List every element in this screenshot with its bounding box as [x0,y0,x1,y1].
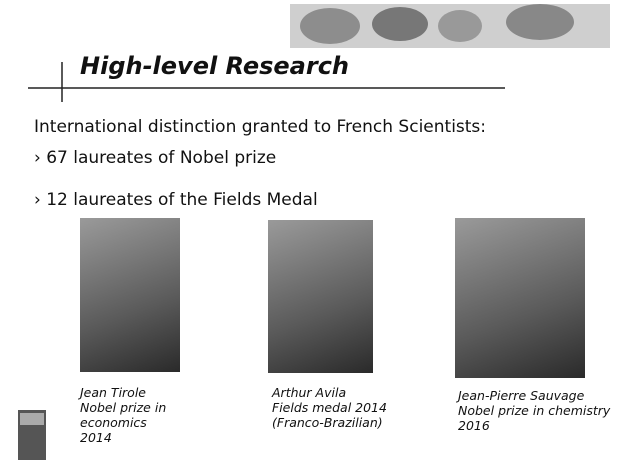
caption-line: Nobel prize in [80,400,166,415]
caption-line: Jean Tirole [80,385,166,400]
bullet-text: 67 laureates of Nobel prize [46,148,276,168]
caption-line: 2016 [458,418,610,433]
intro: International distinction granted to Fre… [34,117,486,137]
caption-line: Nobel prize in chemistry [458,403,610,418]
slide-title: High-level Research [80,52,349,80]
slide: High-level Research International distin… [0,0,617,470]
caption-line: economics [80,415,166,430]
caption-line: Arthur Avila [272,385,387,400]
bullet: › 67 laureates of Nobel prize [34,148,276,168]
photo [268,220,373,373]
caption-line: 2014 [80,430,166,445]
photo [455,218,585,378]
caption-line: Jean-Pierre Sauvage [458,388,610,403]
bullet: › 12 laureates of the Fields Medal [34,190,318,210]
caption-line: (Franco-Brazilian) [272,415,387,430]
photo [80,218,180,372]
bullet-text: 12 laureates of the Fields Medal [46,190,317,210]
caption-line: Fields medal 2014 [272,400,387,415]
